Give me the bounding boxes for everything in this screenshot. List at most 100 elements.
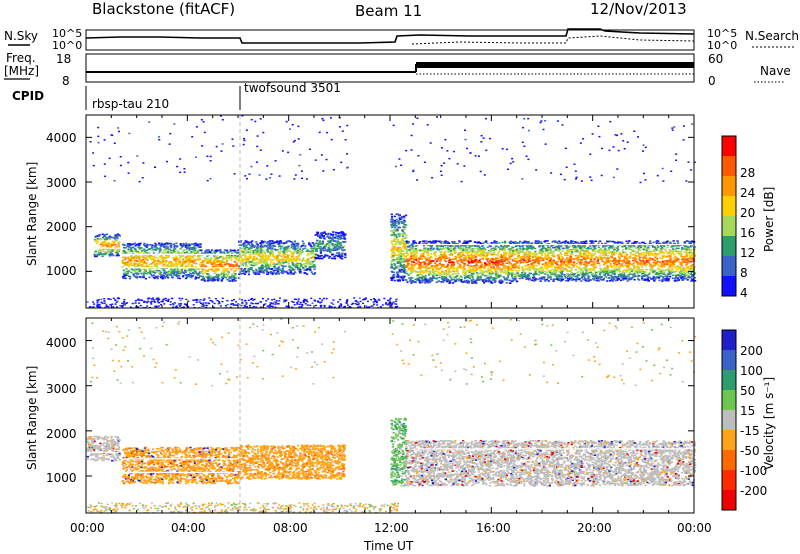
scatter-cell (103, 244, 106, 247)
scatter-cell (191, 260, 194, 263)
scatter-cell (459, 246, 462, 248)
scatter-cell (218, 260, 221, 263)
scatter-cell (202, 260, 205, 263)
scatter-cell (472, 267, 475, 269)
scatter-cell (495, 254, 498, 256)
scatter-cell (391, 221, 395, 224)
scatter-cell (502, 264, 505, 267)
scatter-cell (297, 256, 301, 258)
scatter-cell (315, 242, 318, 244)
scatter-cell (152, 271, 155, 274)
scatter-cell (219, 263, 222, 266)
scatter-cell (250, 266, 253, 269)
scatter-cell (336, 252, 339, 254)
scatter-cell (393, 279, 396, 282)
scatter-cell (271, 250, 274, 252)
scatter-cell (402, 240, 405, 242)
scatter-cell (189, 258, 192, 260)
scatter-cell (438, 276, 441, 279)
scatter-cell (190, 252, 193, 254)
scatter-cell (230, 254, 233, 257)
scatter-cell (235, 257, 238, 259)
scatter-cell (129, 263, 133, 265)
scatter-cell (401, 238, 404, 240)
scatter-cell (108, 237, 111, 239)
scatter-cell (338, 255, 341, 257)
scatter-cell (328, 245, 331, 247)
scatter-cell (178, 254, 181, 257)
scatter-cell (407, 245, 410, 248)
scatter-cell (227, 271, 230, 273)
scatter-cell (111, 250, 114, 253)
scatter-cell (222, 258, 225, 261)
scatter-cell (142, 268, 145, 271)
scatter-cell (313, 273, 316, 275)
scatter-cell (483, 279, 486, 282)
scatter-cell (102, 236, 105, 239)
scatter-cell (191, 247, 194, 249)
scatter-cell (255, 243, 258, 245)
scatter-cell (469, 248, 473, 251)
scatter-cell (301, 240, 304, 243)
scatter-cell (155, 275, 158, 278)
scatter-cell (170, 264, 173, 266)
scatter-cell (638, 279, 641, 281)
scatter-cell (286, 249, 290, 252)
scatter-cell (93, 254, 96, 256)
scatter-cell (432, 276, 435, 278)
scatter-cell (128, 277, 132, 280)
scatter-cell (564, 279, 567, 282)
scatter-cell (138, 255, 141, 257)
scatter-cell (225, 249, 229, 252)
scatter-cell (409, 276, 412, 279)
scatter-cell (164, 246, 167, 248)
scatter-cell (183, 267, 186, 270)
scatter-cell (277, 272, 280, 274)
scatter-cell (175, 271, 178, 273)
scatter-cell (441, 264, 444, 267)
scatter-cell (132, 264, 136, 267)
scatter-cell (161, 258, 164, 260)
scatter-cell (175, 258, 178, 261)
scatter-cell (451, 273, 454, 275)
scatter-cell (247, 243, 251, 246)
scatter-cell (181, 267, 184, 270)
scatter-cell (489, 260, 492, 262)
scatter-cell (507, 266, 510, 269)
scatter-cell (201, 270, 204, 272)
scatter-cell (320, 254, 323, 257)
scatter-cell (97, 252, 100, 254)
scatter-cell (459, 275, 462, 277)
scatter-cell (297, 268, 300, 271)
scatter-cell (393, 251, 396, 254)
scatter-cell (597, 280, 600, 282)
scatter-cell (149, 257, 152, 260)
scatter-cell (197, 243, 200, 246)
scatter-cell (293, 246, 296, 248)
scatter-cell (641, 245, 644, 248)
scatter-cell (133, 268, 137, 271)
scatter-cell (243, 273, 247, 275)
scatter-cell (632, 265, 635, 268)
scatter-cell (148, 269, 151, 271)
scatter-cell (396, 229, 399, 232)
scatter-cell (491, 272, 494, 275)
scatter-cell (492, 242, 495, 244)
scatter-cell (302, 257, 305, 259)
scatter-cell (494, 269, 497, 271)
scatter-cell (490, 242, 493, 244)
scatter-cell (390, 223, 393, 226)
scatter-cell (593, 258, 596, 261)
scatter-cell (144, 252, 147, 255)
scatter-cell (512, 246, 515, 249)
scatter-cell (233, 280, 237, 282)
scatter-cell (140, 276, 143, 279)
scatter-cell (407, 240, 411, 243)
scatter-cell (193, 247, 196, 249)
scatter-cell (248, 248, 251, 250)
scatter-cell (189, 272, 192, 275)
scatter-cell (100, 253, 103, 255)
scatter-cell (180, 271, 184, 274)
scatter-cell (145, 264, 148, 266)
scatter-cell (495, 274, 498, 276)
